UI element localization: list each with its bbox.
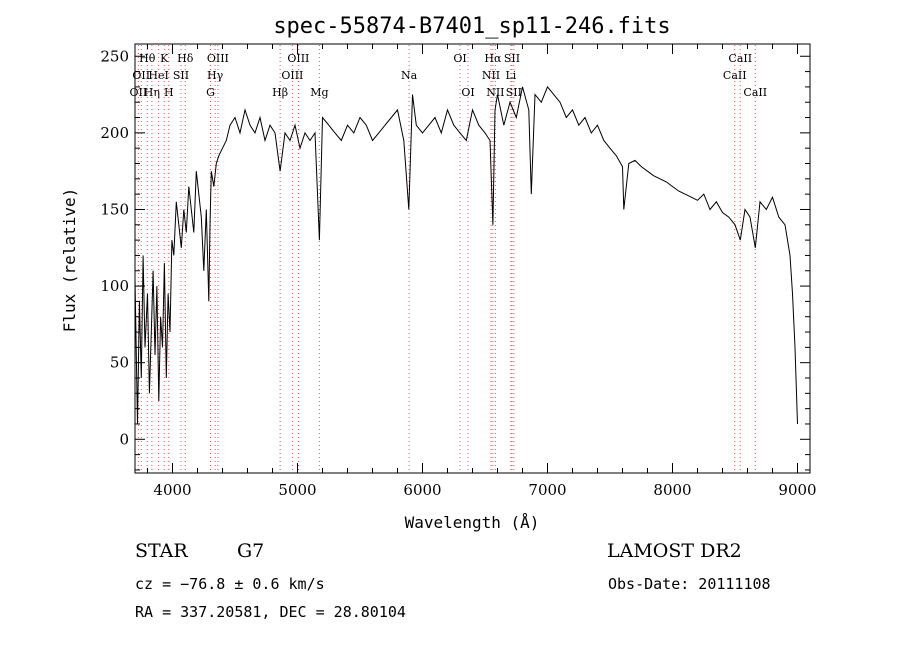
redshift-cz: cz = −76.8 ± 0.6 km/s [135,575,325,593]
y-tick-label: 0 [119,430,129,448]
line-marker-label: Na [401,69,418,82]
y-axis-ticks: 0 50 100 150 200 250 [100,47,810,471]
line-marker-label: NII [486,86,504,99]
line-marker-label: Mg [310,86,328,99]
line-marker-label: OIII [281,69,303,82]
y-tick-label: 150 [100,200,129,218]
emission-line-markers [137,45,756,472]
line-marker-label: OIII [287,52,309,65]
y-tick-label: 250 [100,47,129,65]
object-subclass: G7 [237,540,265,562]
x-tick-label: 4000 [153,481,191,499]
x-tick-label: 8000 [653,481,691,499]
line-marker-label: HeI [148,69,168,82]
x-tick-label: 5000 [278,481,316,499]
line-marker-label: Hγ [207,69,224,82]
x-axis-ticks: 4000 5000 6000 7000 8000 9000 [147,44,817,499]
coordinates: RA = 337.20581, DEC = 28.80104 [135,603,406,621]
line-marker-label: H [164,86,174,99]
observation-date: Obs-Date: 20111108 [608,575,771,593]
line-marker-label: Hθ [139,52,156,65]
line-marker-label: Hα [484,52,502,65]
line-marker-label: K [160,52,169,65]
line-marker-label: OI [461,86,474,99]
y-tick-label: 200 [100,124,129,142]
line-marker-label: Li [505,69,516,82]
line-marker-label: CaII [723,69,747,82]
line-marker-label: OI [453,52,466,65]
emission-line-labels: OII OII Hθ Hη HeI K H SII Hδ G Hγ OIII Hβ OIII OIII Mg N… [130,52,768,99]
line-marker-label: OII [132,69,150,82]
x-tick-label: 6000 [403,481,441,499]
line-marker-label: Hβ [272,86,288,99]
line-marker-label: OIII [207,52,229,65]
spectrum-series-line [134,85,798,425]
x-tick-label: 7000 [528,481,566,499]
line-marker-label: CaII [728,52,752,65]
line-marker-label: SII [504,52,520,65]
line-marker-label: G [206,86,215,99]
line-marker-label: NII [482,69,500,82]
survey-name: LAMOST DR2 [607,540,742,562]
y-axis-label: Flux (relative) [60,188,79,333]
line-marker-label: SII [173,69,189,82]
line-marker-label: OII [130,86,148,99]
x-axis-label: Wavelength (Å) [405,513,540,532]
line-marker-label: Hδ [177,52,194,65]
line-marker-label: SII [506,86,522,99]
object-class: STAR [135,540,188,562]
plot-frame [134,43,811,474]
y-tick-label: 100 [100,277,129,295]
y-tick-label: 50 [110,354,129,372]
chart-title: spec-55874-B7401_sp11-246.fits [273,14,670,39]
x-tick-label: 9000 [778,481,816,499]
line-marker-label: Hη [144,86,160,99]
line-marker-label: CaII [743,86,767,99]
